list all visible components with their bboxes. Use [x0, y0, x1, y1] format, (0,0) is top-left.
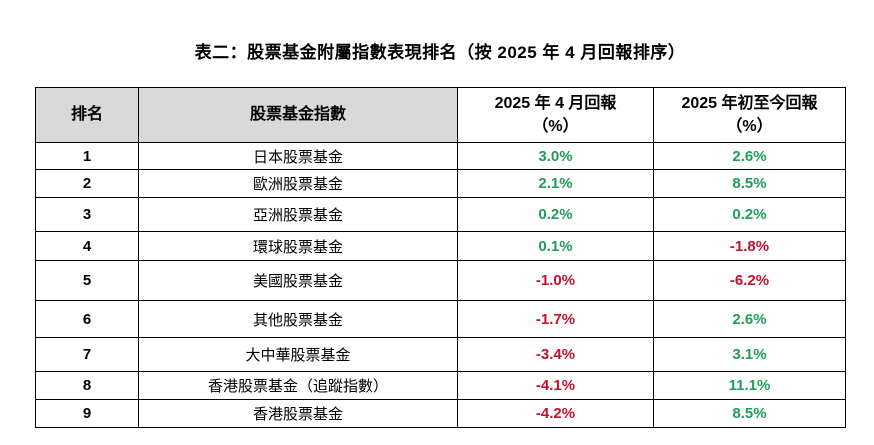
header-ytd-return: 2025 年初至今回報 （%） — [653, 87, 846, 143]
table-row: 2 歐洲股票基金 2.1% 8.5% — [35, 169, 846, 198]
ytd-return-cell: 11.1% — [653, 371, 846, 400]
apr-return-cell: -1.0% — [457, 260, 654, 301]
rank-cell: 5 — [35, 260, 139, 301]
fund-name-cell: 香港股票基金 — [138, 399, 458, 428]
rank-cell: 1 — [35, 142, 139, 170]
fund-name-cell: 香港股票基金（追蹤指數） — [138, 371, 458, 400]
apr-return-cell: 0.1% — [457, 231, 654, 261]
ytd-return-cell: 2.6% — [653, 142, 846, 170]
table-row: 5 美國股票基金 -1.0% -6.2% — [35, 260, 846, 301]
ytd-return-cell: -1.8% — [653, 231, 846, 261]
fund-ranking-table: 排名 股票基金指數 2025 年 4 月回報 （%） 2025 年初至今回報 （… — [35, 87, 846, 428]
rank-cell: 9 — [35, 399, 139, 428]
header-fund-index: 股票基金指數 — [138, 87, 458, 143]
fund-name-cell: 大中華股票基金 — [138, 337, 458, 372]
apr-return-cell: -1.7% — [457, 300, 654, 338]
fund-name-cell: 環球股票基金 — [138, 231, 458, 261]
rank-cell: 4 — [35, 231, 139, 261]
header-april-return-label: 2025 年 4 月回報 — [494, 94, 617, 112]
table-caption: 表二：股票基金附屬指數表現排名（按 2025 年 4 月回報排序） — [194, 43, 686, 62]
rank-cell: 7 — [35, 337, 139, 372]
fund-name-cell: 日本股票基金 — [138, 142, 458, 170]
fund-name-cell: 亞洲股票基金 — [138, 197, 458, 232]
table-row: 1 日本股票基金 3.0% 2.6% — [35, 142, 846, 170]
apr-return-cell: -4.1% — [457, 371, 654, 400]
table-row: 7 大中華股票基金 -3.4% 3.1% — [35, 337, 846, 372]
header-rank: 排名 — [35, 87, 139, 143]
ytd-return-cell: 0.2% — [653, 197, 846, 232]
rank-cell: 8 — [35, 371, 139, 400]
header-april-return-unit: （%） — [532, 118, 579, 135]
apr-return-cell: -3.4% — [457, 337, 654, 372]
rank-cell: 6 — [35, 300, 139, 338]
table-row: 6 其他股票基金 -1.7% 2.6% — [35, 300, 846, 338]
fund-name-cell: 美國股票基金 — [138, 260, 458, 301]
ytd-return-cell: 8.5% — [653, 169, 846, 198]
ytd-return-cell: 2.6% — [653, 300, 846, 338]
ytd-return-cell: -6.2% — [653, 260, 846, 301]
rank-cell: 3 — [35, 197, 139, 232]
fund-name-cell: 其他股票基金 — [138, 300, 458, 338]
table-row: 3 亞洲股票基金 0.2% 0.2% — [35, 197, 846, 232]
ytd-return-cell: 8.5% — [653, 399, 846, 428]
table-row: 4 環球股票基金 0.1% -1.8% — [35, 231, 846, 261]
apr-return-cell: -4.2% — [457, 399, 654, 428]
apr-return-cell: 3.0% — [457, 142, 654, 170]
header-ytd-return-label: 2025 年初至今回報 — [681, 94, 818, 112]
apr-return-cell: 2.1% — [457, 169, 654, 198]
fund-name-cell: 歐洲股票基金 — [138, 169, 458, 198]
ytd-return-cell: 3.1% — [653, 337, 846, 372]
table-row: 9 香港股票基金 -4.2% 8.5% — [35, 399, 846, 428]
rank-cell: 2 — [35, 169, 139, 198]
header-april-return: 2025 年 4 月回報 （%） — [457, 87, 654, 143]
apr-return-cell: 0.2% — [457, 197, 654, 232]
header-ytd-return-unit: （%） — [726, 118, 773, 135]
table-row: 8 香港股票基金（追蹤指數） -4.1% 11.1% — [35, 371, 846, 400]
header-row: 排名 股票基金指數 2025 年 4 月回報 （%） 2025 年初至今回報 （… — [35, 87, 846, 143]
